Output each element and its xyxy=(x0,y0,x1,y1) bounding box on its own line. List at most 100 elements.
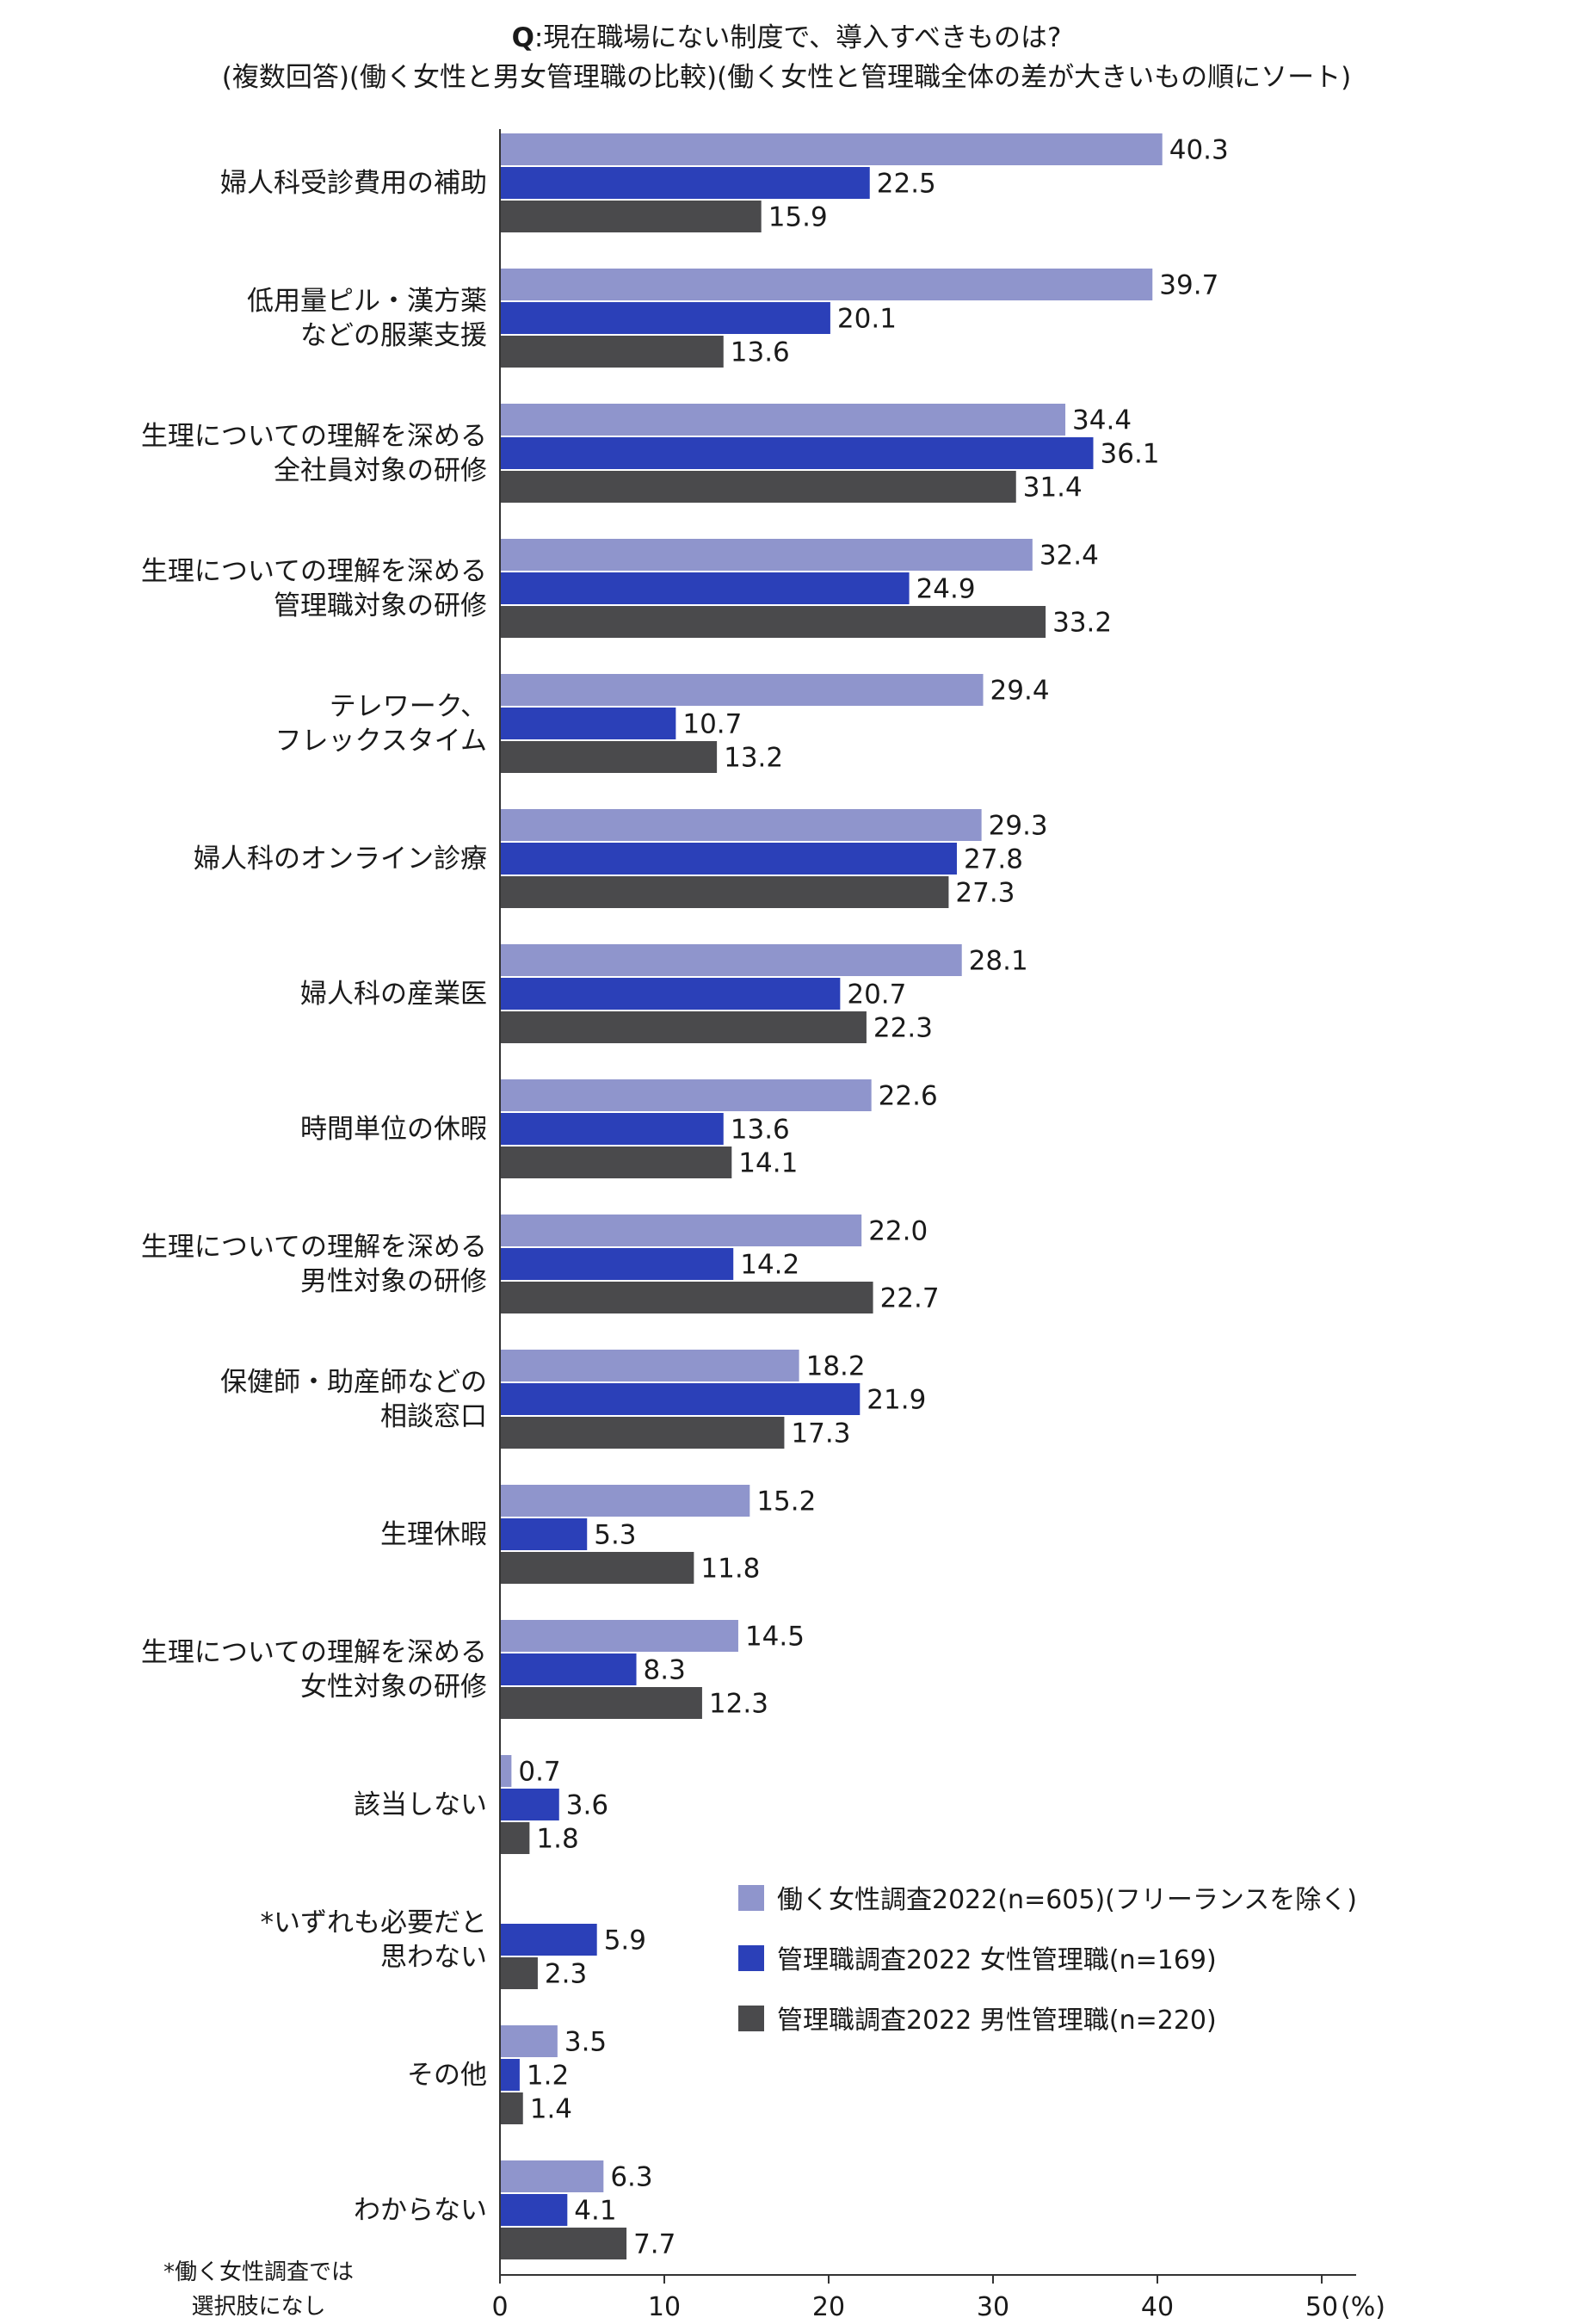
data-label: 5.9 xyxy=(604,1925,646,1956)
data-label: 4.1 xyxy=(574,2196,616,2227)
category-label: フレックスタイム xyxy=(275,726,487,757)
category-label: 管理職対象の研修 xyxy=(274,590,487,621)
category-label: 生理についての理解を深める xyxy=(141,1637,487,1668)
data-label: 40.3 xyxy=(1169,135,1229,166)
footnote-line-2: 選択肢になし xyxy=(191,2294,326,2320)
x-tick-label: 20 xyxy=(812,2292,845,2322)
bar-series3 xyxy=(500,336,724,368)
bar-series1 xyxy=(500,1350,799,1381)
data-label: 20.1 xyxy=(837,304,897,335)
category-label: 全社員対象の研修 xyxy=(274,455,487,486)
bar-series2 xyxy=(500,843,957,875)
category-label: 婦人科のオンライン診療 xyxy=(194,844,487,875)
bar-series1 xyxy=(500,944,962,976)
category-label: テレワーク、 xyxy=(330,691,487,722)
data-label: 15.9 xyxy=(768,202,828,233)
legend-swatch xyxy=(738,1885,764,1911)
bar-series1 xyxy=(500,1079,872,1111)
data-label: 21.9 xyxy=(867,1385,926,1416)
data-label: 5.3 xyxy=(594,1520,636,1551)
data-label: 1.8 xyxy=(536,1824,578,1855)
legend-label: 管理職調査2022 女性管理職(n=169) xyxy=(777,1945,1217,1975)
category-label: 低用量ピル・漢方薬 xyxy=(247,286,487,317)
data-label: 27.3 xyxy=(955,878,1015,909)
data-label: 8.3 xyxy=(644,1655,686,1686)
data-label: 6.3 xyxy=(610,2162,652,2193)
bar-series1 xyxy=(500,1620,738,1652)
bar-series3 xyxy=(500,2092,523,2124)
data-label: 39.7 xyxy=(1159,270,1218,301)
data-label: 29.4 xyxy=(990,676,1050,707)
bar-series2 xyxy=(500,302,830,334)
data-label: 22.0 xyxy=(868,1216,928,1247)
x-axis-unit: (%) xyxy=(1341,2292,1385,2322)
data-label: 36.1 xyxy=(1101,439,1160,470)
bar-series3 xyxy=(500,471,1016,503)
bar-series2 xyxy=(500,1789,559,1820)
data-label: 27.8 xyxy=(964,844,1023,875)
data-label: 31.4 xyxy=(1023,473,1083,504)
data-label: 2.3 xyxy=(545,1959,587,1990)
category-label: その他 xyxy=(407,2060,487,2091)
category-label: 生理休暇 xyxy=(380,1519,487,1550)
data-label: 17.3 xyxy=(791,1419,850,1449)
data-label: 12.3 xyxy=(709,1689,768,1720)
data-label: 14.1 xyxy=(738,1148,798,1179)
bar-series1 xyxy=(500,133,1163,165)
bar-series1 xyxy=(500,539,1033,571)
data-label: 7.7 xyxy=(633,2229,675,2260)
bar-series1 xyxy=(500,1485,750,1517)
data-label: 3.5 xyxy=(564,2027,607,2058)
bar-series1 xyxy=(500,674,984,706)
category-label: 該当しない xyxy=(354,1789,487,1820)
category-label: *いずれも必要だと xyxy=(261,1907,488,1938)
bar-series1 xyxy=(500,2025,558,2057)
bar-series3 xyxy=(500,606,1046,638)
category-label: 婦人科の産業医 xyxy=(300,979,487,1010)
data-label: 14.2 xyxy=(740,1250,799,1281)
data-label: 3.6 xyxy=(566,1790,608,1821)
chart-title: Q:現在職場にない制度で、導入すべきものは? xyxy=(0,15,1573,54)
footnote-line-1: *働く女性調査では xyxy=(163,2259,355,2285)
category-label: 相談窓口 xyxy=(380,1401,487,1432)
bar-series2 xyxy=(500,978,841,1010)
bar-series3 xyxy=(500,1011,867,1043)
category-label: 生理についての理解を深める xyxy=(141,1232,487,1263)
data-label: 13.6 xyxy=(731,1115,790,1146)
bar-series3 xyxy=(500,876,949,908)
bar-series2 xyxy=(500,572,910,604)
bar-series3 xyxy=(500,1552,694,1584)
footnote: *働く女性調査では 選択肢になし xyxy=(163,2255,354,2324)
category-label: わからない xyxy=(354,2195,487,2226)
data-label: 11.8 xyxy=(700,1554,760,1585)
x-tick-label: 50 xyxy=(1305,2292,1338,2322)
category-label: 生理についての理解を深める xyxy=(141,556,487,587)
bar-series2 xyxy=(500,1113,724,1145)
bar-series2 xyxy=(500,1518,588,1550)
data-label: 33.2 xyxy=(1052,608,1112,639)
bar-series3 xyxy=(500,1282,873,1313)
bar-series3 xyxy=(500,741,718,773)
x-tick-label: 0 xyxy=(491,2292,508,2322)
category-label: 女性対象の研修 xyxy=(300,1672,487,1703)
category-label: 生理についての理解を深める xyxy=(141,421,487,452)
bar-series3 xyxy=(500,1147,732,1178)
data-label: 18.2 xyxy=(806,1351,866,1382)
category-label: などの服薬支援 xyxy=(300,320,487,351)
category-label: 保健師・助産師などの xyxy=(220,1367,487,1398)
bar-series2 xyxy=(500,708,676,739)
data-label: 22.6 xyxy=(879,1081,938,1112)
data-label: 28.1 xyxy=(969,946,1028,977)
data-label: 32.4 xyxy=(1039,541,1099,572)
category-label: 婦人科受診費用の補助 xyxy=(220,168,487,199)
data-label: 22.7 xyxy=(880,1283,940,1314)
legend-swatch xyxy=(738,2006,764,2031)
data-label: 0.7 xyxy=(518,1757,560,1788)
bar-series1 xyxy=(500,404,1066,436)
bar-series3 xyxy=(500,1687,702,1719)
bar-series3 xyxy=(500,1417,785,1449)
bar-series1 xyxy=(500,809,982,841)
category-label: 男性対象の研修 xyxy=(300,1266,487,1297)
x-tick-label: 30 xyxy=(977,2292,1009,2322)
